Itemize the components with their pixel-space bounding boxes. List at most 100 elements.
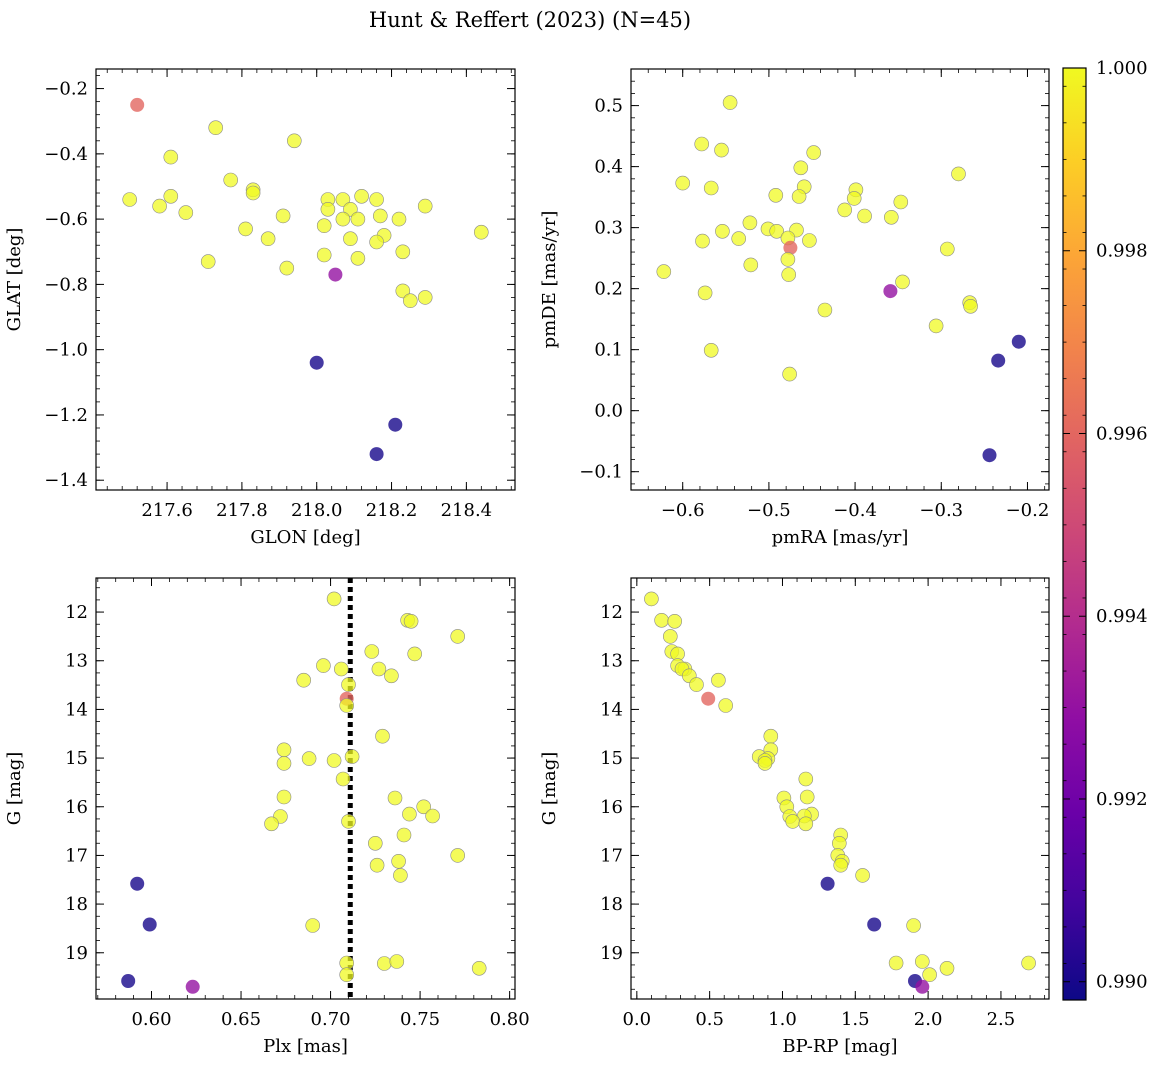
data-point [396, 827, 412, 843]
colorbar-tick-label: 0.998 [1096, 241, 1148, 262]
data-point [817, 302, 833, 318]
x-tick-label: 0.60 [131, 1009, 171, 1030]
data-point [200, 254, 216, 269]
x-tick-label: −0.2 [1006, 500, 1050, 521]
data-point [798, 771, 814, 787]
x-tick-label: 1.5 [841, 1009, 870, 1030]
y-tick-label: 17 [65, 845, 88, 866]
data-point [893, 194, 909, 210]
scatter-panel-glon-glat: 217.6 217.8 218.0 218.2 218.4 −0.2 −0.4 −0.6 −0.… [4, 68, 516, 548]
data-point [928, 318, 944, 334]
data-point [208, 120, 223, 135]
y-tick-label: 19 [65, 943, 88, 964]
data-point [450, 629, 466, 644]
scatter-panel-pmra-pmde: −0.6 −0.5 −0.4 −0.3 −0.2 −0.1 0.0 0.1 0.2 0.3 0.4 0… [539, 68, 1050, 548]
y-tick-label: 18 [65, 894, 88, 915]
data-point [793, 160, 809, 176]
data-point [326, 591, 342, 607]
y-tick-label: 19 [600, 943, 623, 964]
data-point [695, 233, 710, 249]
colorbar-tick-label: 0.990 [1096, 972, 1148, 993]
data-point [276, 789, 292, 805]
data-point [915, 979, 930, 994]
data-point [820, 876, 835, 891]
x-tick-label: −0.5 [747, 500, 791, 521]
data-point [279, 260, 295, 276]
data-point [644, 591, 659, 607]
data-point [694, 136, 710, 152]
data-point [316, 658, 331, 673]
data-point [703, 180, 719, 196]
data-point [301, 751, 317, 766]
data-point [742, 215, 758, 231]
data-point [354, 189, 369, 204]
data-point [757, 756, 773, 771]
y-tick-label: 15 [600, 748, 623, 769]
data-point [343, 231, 358, 246]
data-point [178, 205, 194, 220]
colorbar-gradient [1063, 68, 1086, 1000]
data-point [798, 816, 814, 832]
axes-frame [630, 68, 1050, 491]
data-point [780, 252, 796, 267]
data-point [238, 221, 253, 237]
data-point [654, 612, 669, 628]
data-point [369, 447, 384, 462]
data-point [806, 145, 822, 160]
y-tick-label: 0.0 [594, 401, 623, 422]
data-point [831, 835, 847, 851]
data-point [473, 224, 489, 240]
data-point [375, 728, 390, 744]
y-tick-label: 13 [600, 651, 623, 672]
data-point [122, 192, 137, 207]
scatter-panel-plx-g: 0.60 0.65 0.70 0.75 0.80 12 13 14 15 16 17 18 19 Plx … [4, 577, 530, 1057]
data-point [1021, 955, 1036, 971]
data-point [402, 293, 418, 309]
x-tick-label: 0.70 [311, 1009, 351, 1030]
data-point [450, 848, 466, 863]
data-point [785, 814, 801, 829]
x-tick-label: 2.5 [987, 1009, 1016, 1030]
data-point [339, 698, 355, 713]
data-point [1011, 334, 1026, 349]
data-point [722, 95, 738, 110]
y-tick-label: 0.5 [594, 96, 623, 117]
y-tick-label: 14 [600, 699, 623, 720]
data-point [376, 956, 392, 971]
data-point [121, 974, 136, 988]
data-point [130, 876, 145, 891]
data-point [388, 417, 403, 432]
data-point [335, 211, 351, 227]
data-point [471, 960, 487, 976]
x-tick-label: 0.75 [400, 1009, 440, 1030]
y-tick-label: −0.6 [44, 209, 88, 230]
data-point [782, 366, 797, 382]
data-point [837, 202, 853, 218]
data-point [305, 918, 321, 933]
x-axis-label: pmRA [mas/yr] [772, 527, 909, 548]
data-point [350, 250, 366, 266]
y-tick-label: 12 [600, 602, 623, 623]
y-tick-label: −0.4 [44, 144, 88, 165]
data-point [264, 816, 279, 832]
y-tick-label: −1.0 [44, 340, 88, 361]
data-point [260, 231, 276, 246]
data-point [163, 189, 179, 204]
data-point [384, 668, 399, 684]
data-point [316, 247, 332, 263]
colorbar-tick-label: 0.994 [1096, 606, 1148, 627]
y-tick-label: 17 [600, 845, 623, 866]
data-point [895, 274, 910, 290]
data-point [783, 240, 798, 255]
data-point [130, 97, 145, 112]
data-point [718, 698, 734, 713]
data-point [335, 771, 351, 787]
data-point [675, 175, 691, 191]
data-point [341, 677, 356, 692]
data-point [846, 191, 862, 206]
y-tick-label: 16 [600, 797, 623, 818]
y-axis-label: pmDE [mas/yr] [539, 211, 560, 349]
data-point [763, 728, 779, 744]
data-point [697, 285, 713, 301]
data-point [344, 749, 360, 764]
